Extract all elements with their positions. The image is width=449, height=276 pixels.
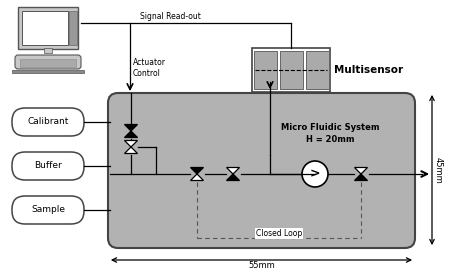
FancyBboxPatch shape [12,196,84,224]
FancyBboxPatch shape [20,59,76,67]
Text: Multisensor: Multisensor [334,65,403,75]
FancyBboxPatch shape [12,152,84,180]
Text: Buffer: Buffer [34,161,62,171]
FancyBboxPatch shape [279,51,303,89]
Text: 55mm: 55mm [248,261,275,270]
FancyBboxPatch shape [108,93,415,248]
Circle shape [302,161,328,187]
FancyBboxPatch shape [254,51,277,89]
FancyBboxPatch shape [12,108,84,136]
FancyBboxPatch shape [252,48,330,92]
FancyBboxPatch shape [305,51,329,89]
Text: Micro Fluidic System: Micro Fluidic System [281,123,379,132]
Text: H = 20mm: H = 20mm [306,136,354,145]
Polygon shape [355,168,367,174]
Polygon shape [226,168,239,174]
FancyBboxPatch shape [69,11,77,45]
Polygon shape [124,140,137,147]
Polygon shape [124,124,137,131]
Text: >: > [310,168,320,181]
FancyBboxPatch shape [44,48,52,53]
Polygon shape [226,174,239,181]
Text: Signal Read-out: Signal Read-out [140,12,201,21]
Text: Actuator
Control: Actuator Control [133,58,166,78]
Polygon shape [124,131,137,137]
FancyBboxPatch shape [18,7,78,49]
Polygon shape [124,147,137,153]
Polygon shape [355,174,367,181]
Text: Calibrant: Calibrant [27,118,69,126]
FancyBboxPatch shape [15,55,81,69]
FancyBboxPatch shape [22,11,68,45]
FancyBboxPatch shape [12,70,84,73]
Polygon shape [190,174,203,181]
Text: 45mm: 45mm [434,156,443,183]
Polygon shape [190,168,203,174]
Text: Sample: Sample [31,206,65,214]
Text: Closed Loop: Closed Loop [256,229,302,238]
